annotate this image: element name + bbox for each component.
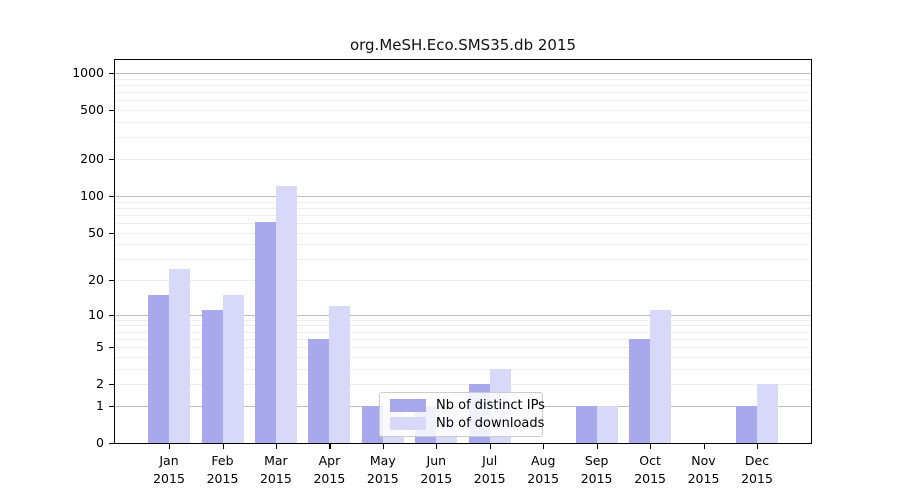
bar-distinct-ips bbox=[254, 222, 276, 443]
x-tick-label: Apr 2015 bbox=[313, 453, 346, 486]
x-tick-label: Jan 2015 bbox=[153, 453, 185, 486]
minor-gridline bbox=[115, 356, 811, 358]
y-tick-label: 10 bbox=[88, 306, 104, 322]
minor-gridline bbox=[115, 110, 811, 112]
minor-gridline bbox=[115, 85, 811, 86]
major-gridline bbox=[115, 314, 811, 316]
major-gridline bbox=[115, 73, 811, 74]
bar-downloads bbox=[329, 305, 351, 443]
x-tick-mark bbox=[757, 444, 759, 449]
x-tick-mark bbox=[169, 444, 171, 449]
bar-downloads bbox=[275, 186, 297, 443]
y-tick-mark bbox=[109, 195, 115, 198]
minor-gridline bbox=[115, 92, 811, 94]
bar-downloads bbox=[596, 405, 618, 443]
y-tick-mark bbox=[109, 443, 115, 445]
minor-gridline bbox=[115, 159, 811, 160]
x-tick-mark bbox=[543, 444, 545, 449]
legend-item-downloads: Nb of downloads bbox=[390, 415, 544, 432]
minor-gridline bbox=[115, 384, 811, 386]
minor-gridline bbox=[115, 137, 811, 139]
x-tick-mark bbox=[436, 444, 438, 449]
y-tick-label: 50 bbox=[88, 224, 104, 240]
minor-gridline bbox=[115, 78, 811, 80]
y-tick-label: 100 bbox=[80, 187, 104, 203]
x-tick-mark bbox=[275, 444, 278, 449]
minor-gridline bbox=[115, 214, 811, 216]
bar-downloads bbox=[650, 309, 672, 443]
legend-label-downloads: Nb of downloads bbox=[436, 416, 545, 431]
x-tick-mark bbox=[222, 444, 224, 449]
minor-gridline bbox=[115, 122, 811, 123]
x-tick-label: Nov 2015 bbox=[687, 453, 720, 486]
x-tick-label: Dec 2015 bbox=[741, 453, 773, 486]
minor-gridline bbox=[115, 338, 811, 340]
bar-distinct-ips bbox=[736, 405, 757, 443]
legend-swatch-downloads bbox=[390, 417, 426, 430]
minor-gridline bbox=[115, 100, 811, 102]
bar-downloads bbox=[222, 294, 244, 443]
legend-item-distinct-ips: Nb of distinct IPs bbox=[390, 397, 545, 414]
chart-title: org.MeSH.Eco.SMS35.db 2015 bbox=[349, 36, 577, 54]
legend: Nb of distinct IPs Nb of downloads bbox=[379, 392, 545, 437]
minor-gridline bbox=[115, 280, 811, 281]
y-tick-mark bbox=[109, 384, 115, 386]
y-tick-mark bbox=[109, 405, 115, 408]
x-tick-label: May 2015 bbox=[366, 453, 399, 486]
x-tick-label: Aug 2015 bbox=[527, 453, 560, 486]
minor-gridline bbox=[115, 207, 811, 209]
bar-distinct-ips bbox=[575, 405, 597, 443]
y-tick-label: 200 bbox=[80, 151, 104, 166]
minor-gridline bbox=[115, 347, 811, 349]
x-tick-mark bbox=[382, 444, 384, 449]
legend-swatch-distinct-ips bbox=[390, 399, 426, 412]
y-tick-mark bbox=[109, 73, 115, 75]
y-tick-mark bbox=[109, 280, 115, 282]
x-tick-mark bbox=[329, 444, 331, 449]
minor-gridline bbox=[115, 222, 811, 224]
x-tick-mark bbox=[703, 444, 705, 449]
major-gridline bbox=[115, 195, 811, 197]
y-tick-label: 1 bbox=[96, 397, 104, 413]
bar-downloads bbox=[757, 384, 778, 443]
bar-distinct-ips bbox=[201, 309, 223, 443]
x-tick-mark bbox=[650, 444, 652, 449]
x-tick-mark bbox=[596, 444, 598, 449]
minor-gridline bbox=[115, 331, 811, 333]
y-tick-label: 0 bbox=[96, 435, 104, 450]
y-tick-label: 2 bbox=[96, 376, 104, 392]
bar-distinct-ips bbox=[629, 338, 651, 443]
minor-gridline bbox=[115, 244, 811, 246]
x-tick-label: Jul 2015 bbox=[473, 453, 506, 486]
bar-distinct-ips bbox=[308, 338, 330, 443]
legend-label-distinct-ips: Nb of distinct IPs bbox=[436, 398, 545, 413]
y-tick-mark bbox=[109, 347, 115, 349]
y-tick-label: 500 bbox=[80, 102, 104, 118]
y-tick-mark bbox=[109, 314, 115, 316]
y-tick-label: 1000 bbox=[72, 65, 104, 80]
x-tick-label: Mar 2015 bbox=[259, 453, 292, 486]
minor-gridline bbox=[115, 259, 811, 261]
y-tick-label: 5 bbox=[96, 339, 104, 355]
bar-distinct-ips bbox=[148, 294, 169, 443]
minor-gridline bbox=[115, 232, 811, 234]
bar-downloads bbox=[169, 268, 190, 443]
plot-area: Nb of distinct IPs Nb of downloads bbox=[114, 59, 812, 444]
y-tick-label: 20 bbox=[88, 272, 104, 287]
minor-gridline bbox=[115, 368, 811, 370]
bar-distinct-ips bbox=[361, 405, 383, 443]
y-tick-mark bbox=[109, 232, 115, 234]
y-tick-mark bbox=[109, 159, 115, 161]
minor-gridline bbox=[115, 201, 811, 203]
x-tick-label: Feb 2015 bbox=[206, 453, 239, 486]
minor-gridline bbox=[115, 319, 811, 321]
minor-gridline bbox=[115, 325, 811, 327]
x-tick-label: Sep 2015 bbox=[580, 453, 613, 486]
x-tick-label: Oct 2015 bbox=[634, 453, 666, 486]
x-tick-mark bbox=[489, 444, 491, 449]
y-tick-mark bbox=[109, 110, 115, 112]
x-tick-label: Jun 2015 bbox=[420, 453, 453, 486]
